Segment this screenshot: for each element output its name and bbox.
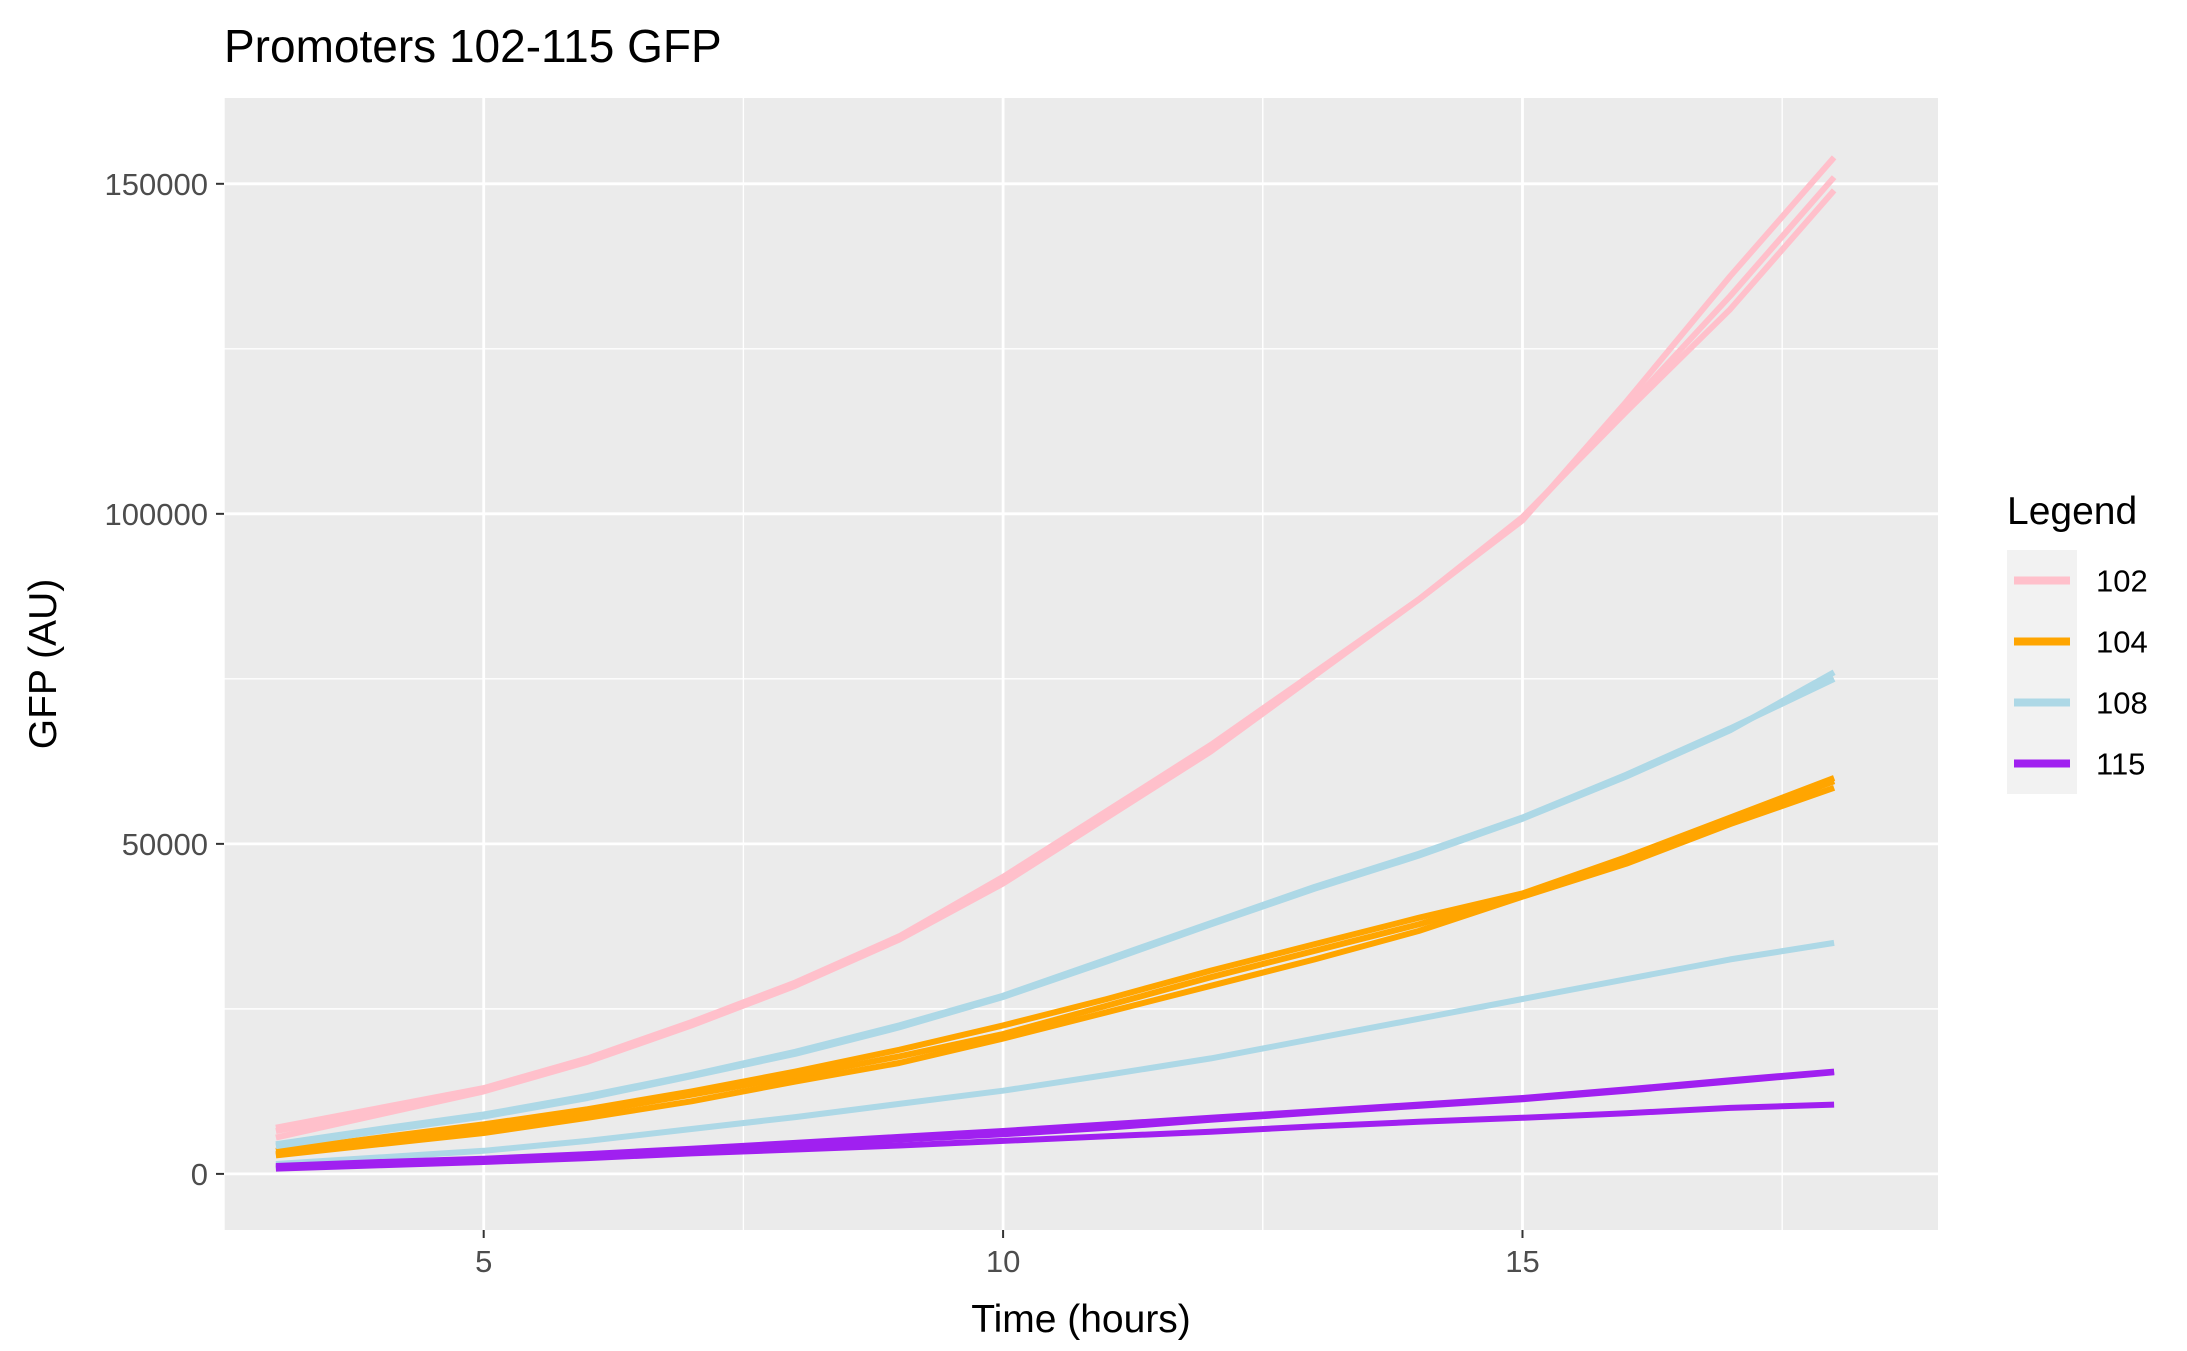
y-axis-title: GFP (AU) [22, 579, 65, 749]
legend-label-104: 104 [2096, 625, 2148, 660]
y-tick-label: 150000 [105, 167, 208, 202]
legend-label-102: 102 [2096, 564, 2148, 599]
x-tick-label: 15 [1505, 1244, 1539, 1279]
grid-minor [223, 98, 1938, 1230]
plot-panel [224, 98, 1938, 1230]
x-tick-label: 10 [986, 1244, 1020, 1279]
legend: Legend 102 104 108 115 [2007, 490, 2148, 794]
x-axis-ticks: 5 10 15 [475, 1230, 1540, 1279]
y-axis-ticks: 0 50000 100000 150000 [105, 167, 224, 1192]
legend-entries: 102 104 108 115 [2007, 550, 2148, 794]
x-tick-label: 5 [475, 1244, 492, 1279]
chart-title: Promoters 102-115 GFP [224, 20, 722, 72]
legend-label-115: 115 [2096, 747, 2145, 782]
x-axis-title: Time (hours) [971, 1298, 1191, 1341]
series-line-108 [275, 939, 1835, 1167]
series-lines [275, 155, 1837, 1172]
grid-major [224, 98, 1938, 1230]
y-tick-label: 100000 [105, 497, 208, 532]
legend-label-108: 108 [2096, 686, 2148, 721]
series-line-115 [275, 1101, 1835, 1172]
series-line-102 [275, 175, 1837, 1134]
y-tick-label: 0 [191, 1157, 208, 1192]
series-line-104 [275, 784, 1836, 1159]
y-tick-label: 50000 [122, 827, 208, 862]
legend-title: Legend [2007, 490, 2137, 533]
series-line-108 [275, 669, 1836, 1150]
